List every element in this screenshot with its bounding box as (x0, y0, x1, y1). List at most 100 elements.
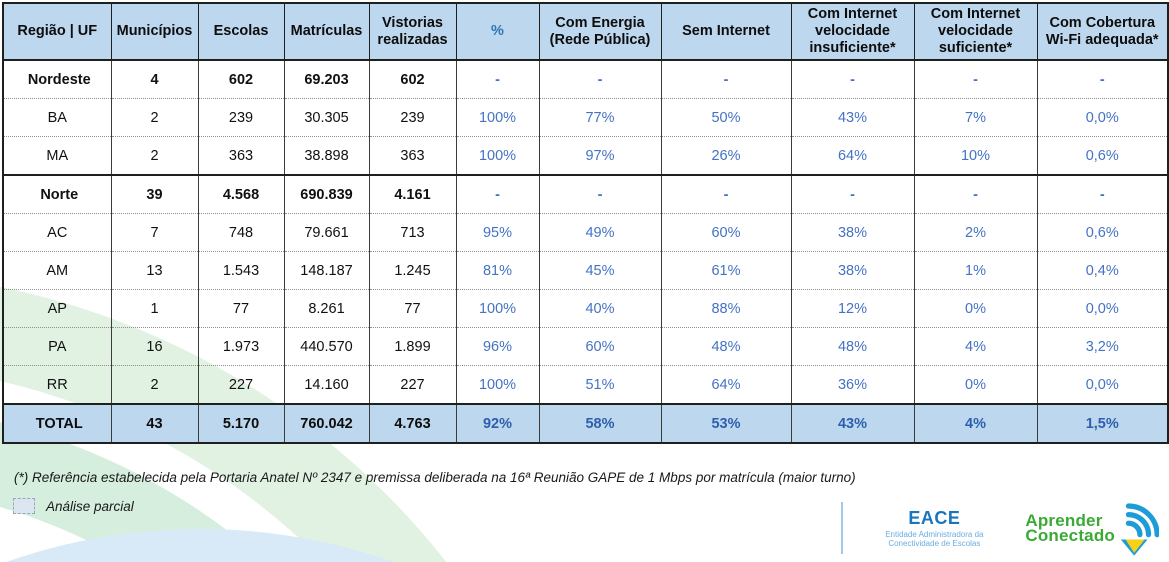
table-row-rr: RR 2 227 14.160 227 100% 51% 64% 36% 0% 0,0% (3, 365, 1168, 405)
table-cell: 0,0% (1036, 365, 1168, 405)
table-row-ma: MA 2 363 38.898 363 100% 97% 26% 64% 10% 0,6% (3, 136, 1168, 176)
row-label: BA (3, 98, 111, 137)
table-cell: - (913, 174, 1037, 214)
table-cell: 4.161 (368, 174, 456, 214)
table-cell: - (913, 60, 1037, 99)
row-label: AP (3, 289, 111, 328)
wifi-pencil-icon (1120, 503, 1159, 556)
table-cell: 239 (197, 98, 284, 137)
table-cell: 7 (110, 213, 198, 252)
row-label: AM (3, 251, 111, 290)
table-cell: 95% (455, 213, 539, 252)
legend-label: Análise parcial (46, 498, 134, 514)
table-cell: 602 (197, 60, 284, 99)
table-row-ba: BA 2 239 30.305 239 100% 77% 50% 43% 7% 0,0% (3, 98, 1168, 137)
column-header: Com Internet velocidade insuficiente* (790, 2, 915, 62)
table-row-pa: PA 16 1.973 440.570 1.899 96% 60% 48% 48% 4% 3,2% (3, 327, 1168, 366)
table-cell: 1 (110, 289, 198, 328)
table-cell: - (660, 174, 791, 214)
table-cell: - (538, 174, 661, 214)
table-cell: 96% (455, 327, 539, 366)
table-cell: 8.261 (283, 289, 369, 328)
table-cell: 748 (197, 213, 284, 252)
table-row-am: AM 13 1.543 148.187 1.245 81% 45% 61% 38% 1% 0,4% (3, 251, 1168, 290)
table-cell: 60% (538, 327, 661, 366)
table-row-ap: AP 1 77 8.261 77 100% 40% 88% 12% 0% 0,0% (3, 289, 1168, 328)
table-cell: - (1036, 60, 1168, 99)
row-label: AC (3, 213, 111, 252)
table-cell: 92% (455, 403, 539, 444)
table-cell: 48% (790, 327, 914, 366)
table-cell: 3,2% (1036, 327, 1168, 366)
table-cell: 713 (368, 213, 456, 252)
aprender-logo-line2: Conectado (1025, 526, 1115, 545)
legend-analise-parcial: Análise parcial (13, 498, 134, 514)
table-cell: - (455, 174, 539, 214)
table-cell: 100% (455, 365, 539, 405)
aprender-conectado-logo: Aprender Conectado (1025, 500, 1159, 556)
table-row-norte: Norte 39 4.568 690.839 4.161- - - - - - (3, 174, 1168, 214)
column-header: Sem Internet (660, 2, 792, 62)
table-cell: 760.042 (283, 403, 369, 444)
column-header: Matrículas (283, 2, 370, 62)
table-cell: 12% (790, 289, 914, 328)
table-cell: 440.570 (283, 327, 369, 366)
table-cell: 79.661 (283, 213, 369, 252)
table-cell: 88% (660, 289, 791, 328)
column-header: % (455, 2, 540, 62)
table-cell: 100% (455, 289, 539, 328)
table-cell: 39 (110, 174, 198, 214)
table-cell: 2 (110, 365, 198, 405)
row-label: Nordeste (27, 71, 91, 88)
table-cell: 4.763 (368, 403, 456, 444)
table-cell: 26% (660, 136, 791, 176)
table-cell: 61% (660, 251, 791, 290)
eace-logo-name: EACE (908, 507, 961, 528)
table-cell: 7% (913, 98, 1037, 137)
table-cell: 239 (368, 98, 456, 137)
column-header: Região | UF (2, 2, 112, 62)
row-label: RR (3, 365, 111, 405)
table-cell: 43% (790, 98, 914, 137)
table-cell: 50% (660, 98, 791, 137)
table-cell: 77 (368, 289, 456, 328)
table-cell: 0% (913, 289, 1037, 328)
table-cell: 1.899 (368, 327, 456, 366)
table-cell: 14.160 (283, 365, 369, 405)
table-cell: 100% (455, 136, 539, 176)
table-cell: - (455, 60, 539, 99)
table-cell: 5.170 (197, 403, 284, 444)
table-cell: 0,0% (1036, 289, 1168, 328)
table-cell: 1,5% (1036, 403, 1168, 444)
table-cell: 48% (660, 327, 791, 366)
table-cell: 64% (790, 136, 914, 176)
table-cell: 2% (913, 213, 1037, 252)
table-cell: 45% (538, 251, 661, 290)
eace-logo-subtitle: Entidade Administradora da Conectividade… (885, 529, 984, 548)
column-header: Com Cobertura Wi-Fi adequada* (1036, 2, 1169, 62)
table-cell: 0% (913, 365, 1037, 405)
table-cell: - (790, 60, 914, 99)
table-cell: 16 (110, 327, 198, 366)
table-cell: 38% (790, 251, 914, 290)
table-cell: 0,4% (1036, 251, 1168, 290)
table-cell: - (660, 60, 791, 99)
table-cell: 40% (538, 289, 661, 328)
table-cell: 363 (197, 136, 284, 176)
aprender-logo-line1: Aprender (1025, 511, 1103, 530)
table-cell: 227 (197, 365, 284, 405)
table-cell: 13 (110, 251, 198, 290)
table-cell: 77% (538, 98, 661, 137)
table-row-total: TOTAL 43 5.170 760.042 4.763 92% 58% 53% 43% 4% 1,… (3, 403, 1168, 444)
table-cell: 97% (538, 136, 661, 176)
table-cell: 51% (538, 365, 661, 405)
table-cell: 0,6% (1036, 213, 1168, 252)
table-row-nordeste: Nordeste 4 602 69.203 602- - - - - - (3, 60, 1168, 99)
table-cell: 69.203 (283, 60, 369, 99)
table-cell: 0,0% (1036, 98, 1168, 137)
row-label: PA (3, 327, 111, 366)
table-cell: 1.245 (368, 251, 456, 290)
table-cell: 2 (110, 136, 198, 176)
table-cell: 64% (660, 365, 791, 405)
